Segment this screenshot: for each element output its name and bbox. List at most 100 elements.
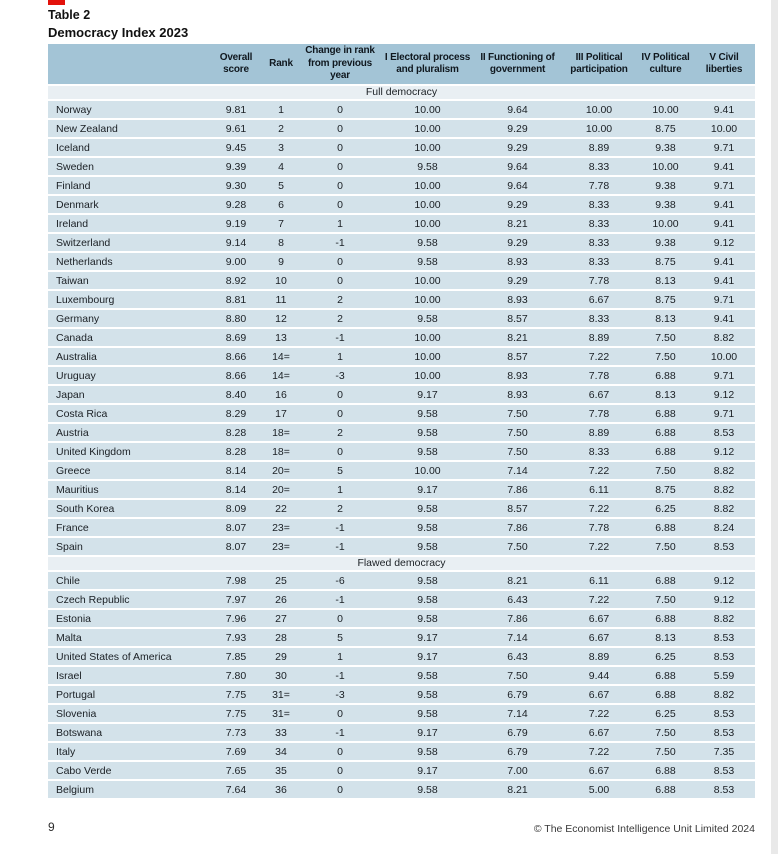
score-cell: 31= (272, 707, 290, 720)
score-cell: 6.88 (655, 612, 676, 625)
score-cell: 8.33 (588, 445, 610, 458)
score-cell: 9.58 (417, 426, 438, 439)
score-cell: 0 (337, 764, 343, 777)
score-cell: 7.78 (588, 407, 610, 420)
country-name: Switzerland (56, 236, 111, 249)
score-cell: 9.58 (417, 612, 438, 625)
score-cell: 6.79 (507, 745, 528, 758)
score-cell: -1 (335, 521, 345, 534)
score-cell: 4 (278, 160, 284, 173)
score-cell: 9.81 (225, 103, 247, 116)
country-name: Taiwan (56, 274, 89, 287)
score-cell: 9.29 (507, 274, 528, 287)
score-cell: 2 (337, 502, 343, 515)
table-row: Belgium 7.64 36 0 9.58 8.21 5.00 6.88 8.53 (48, 781, 755, 800)
score-cell: 7.22 (588, 745, 610, 758)
score-cell: -3 (335, 688, 345, 701)
score-cell: 9.71 (713, 179, 735, 192)
score-cell: 7.50 (655, 745, 676, 758)
score-cell: 0 (337, 407, 343, 420)
score-cell: 14= (272, 369, 290, 382)
country-name: Czech Republic (56, 593, 130, 606)
country-name: Ireland (56, 217, 89, 230)
table-row: Mauritius 8.14 20= 1 9.17 7.86 6.11 8.75 8.82 (48, 481, 755, 500)
score-cell: 8.33 (588, 217, 610, 230)
score-cell: 7.14 (507, 707, 528, 720)
country-name: Slovenia (56, 707, 97, 720)
score-cell: 9.38 (655, 198, 676, 211)
score-cell: 8.57 (507, 350, 528, 363)
country-name: Belgium (56, 783, 94, 796)
score-cell: 9.17 (417, 726, 438, 739)
score-cell: 9.64 (507, 103, 528, 116)
score-cell: 9.29 (507, 122, 528, 135)
score-cell: 9.64 (507, 160, 528, 173)
score-cell: 1 (278, 103, 284, 116)
score-cell: 10.00 (414, 103, 441, 116)
score-cell: 7.14 (507, 631, 528, 644)
score-cell: 7.69 (225, 745, 247, 758)
score-cell: 8.53 (713, 631, 735, 644)
score-cell: 9.41 (713, 160, 735, 173)
score-cell: 8.82 (713, 483, 735, 496)
score-cell: 9.12 (713, 236, 735, 249)
country-name: Denmark (56, 198, 99, 211)
score-cell: 6.88 (655, 783, 676, 796)
score-cell: 0 (337, 388, 343, 401)
score-cell: 10.00 (710, 122, 738, 135)
score-cell: 23= (272, 540, 290, 553)
score-cell: 8.28 (225, 426, 247, 439)
score-cell: 10.00 (414, 274, 441, 287)
country-name: Iceland (56, 141, 90, 154)
table-row: Czech Republic 7.97 26 -1 9.58 6.43 7.22 7.50 9.… (48, 591, 755, 610)
table-row: United Kingdom 8.28 18= 0 9.58 7.50 8.33 6.88 9.… (48, 443, 755, 462)
score-cell: 7.50 (655, 540, 676, 553)
score-cell: 9.17 (417, 764, 438, 777)
score-cell: 9.38 (655, 236, 676, 249)
score-cell: 2 (337, 293, 343, 306)
score-cell: 7.78 (588, 521, 610, 534)
table-body: Full democracy Norway 9.81 1 0 10.00 9.64 10.00… (48, 86, 755, 800)
score-cell: 8.53 (713, 540, 735, 553)
score-cell: 8.89 (588, 331, 610, 344)
page-title: Democracy Index 2023 (48, 24, 189, 40)
score-cell: 6.79 (507, 688, 528, 701)
score-cell: 6.88 (655, 369, 676, 382)
score-cell: 7.50 (507, 669, 528, 682)
column-header: V Civil liberties (705, 51, 743, 76)
score-cell: 7.50 (655, 593, 676, 606)
score-cell: 35 (275, 764, 287, 777)
table-row: Costa Rica 8.29 17 0 9.58 7.50 7.78 6.88 9.71 (48, 405, 755, 424)
score-cell: 9.38 (655, 141, 676, 154)
score-cell: 7.78 (588, 179, 610, 192)
score-cell: 5 (337, 631, 343, 644)
score-cell: 9 (278, 255, 284, 268)
score-cell: 9.30 (225, 179, 247, 192)
score-cell: 7.22 (588, 540, 610, 553)
score-cell: 5 (337, 464, 343, 477)
score-cell: 8.82 (713, 464, 735, 477)
score-cell: 9.58 (417, 236, 438, 249)
country-name: Israel (56, 669, 82, 682)
score-cell: 6.67 (588, 726, 610, 739)
score-cell: 30 (275, 669, 287, 682)
score-cell: 7.98 (225, 574, 247, 587)
score-cell: 8.93 (507, 388, 528, 401)
table-row: United States of America 7.85 29 1 9.17 6.43 8… (48, 648, 755, 667)
score-cell: 7.22 (588, 707, 610, 720)
score-cell: 6.11 (589, 574, 609, 587)
score-cell: 7.86 (507, 483, 528, 496)
table-header-row: Overall score Rank Change in rank from pre… (48, 44, 755, 86)
score-cell: 9.41 (713, 103, 735, 116)
column-header: I Electoral process and pluralism (384, 51, 471, 76)
table-row: Netherlands 9.00 9 0 9.58 8.93 8.33 8.75 9.41 (48, 253, 755, 272)
score-cell: 7.86 (507, 612, 528, 625)
score-cell: -6 (335, 574, 345, 587)
section-header: Flawed democracy (48, 557, 755, 572)
score-cell: 9.58 (417, 745, 438, 758)
table-row: Estonia 7.96 27 0 9.58 7.86 6.67 6.88 8.82 (48, 610, 755, 629)
column-header: Overall score (219, 51, 253, 76)
score-cell: 9.71 (713, 293, 735, 306)
table-row: Portugal 7.75 31= -3 9.58 6.79 6.67 6.88 8.82 (48, 686, 755, 705)
column-header: Rank (269, 57, 293, 69)
